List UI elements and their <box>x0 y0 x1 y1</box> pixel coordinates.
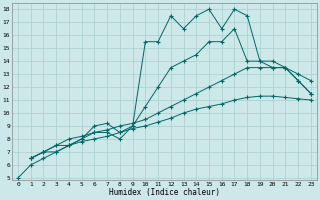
X-axis label: Humidex (Indice chaleur): Humidex (Indice chaleur) <box>109 188 220 197</box>
